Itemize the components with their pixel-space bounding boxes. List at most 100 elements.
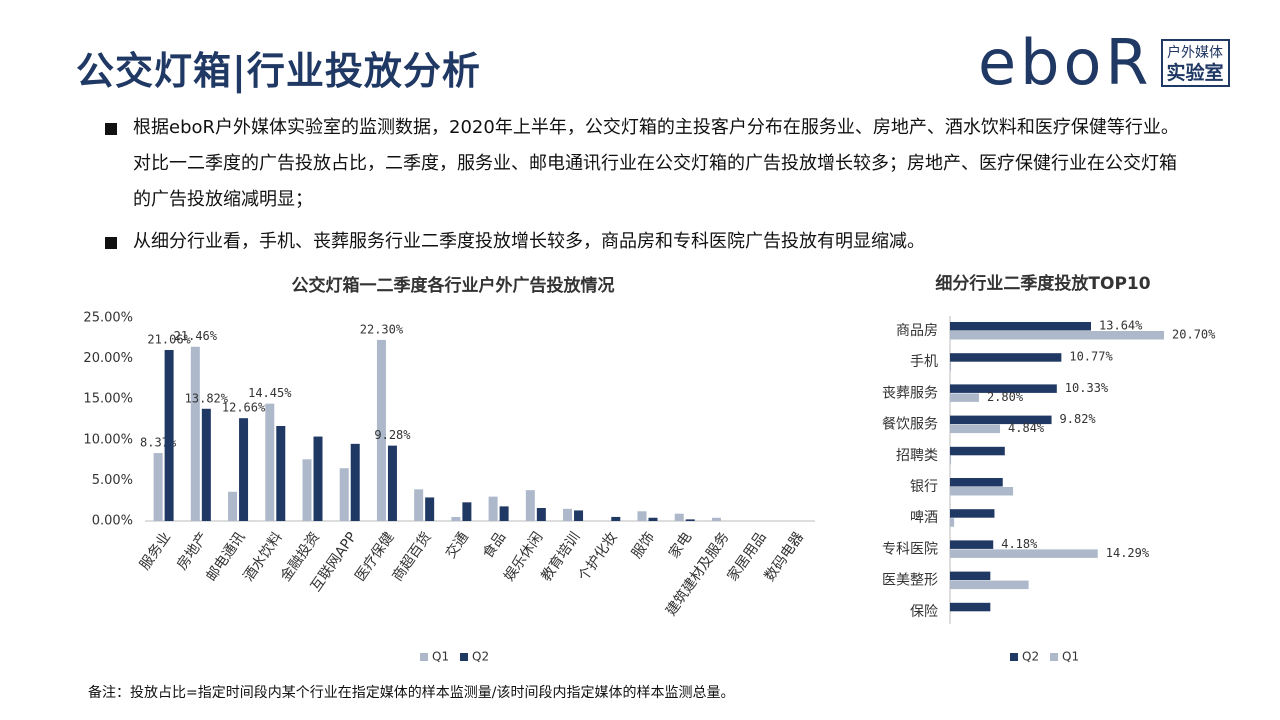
bar (950, 478, 1003, 487)
bar (190, 346, 200, 521)
x-tick-label: 房地产 (174, 529, 211, 573)
bar (339, 468, 349, 521)
bar (950, 509, 995, 518)
chart-title: 细分行业二季度投放TOP10 (935, 273, 1150, 294)
x-tick-label: 服饰 (629, 529, 658, 561)
y-tick-label: 商品房 (896, 323, 938, 339)
y-tick-label: 0.00% (92, 514, 133, 529)
y-tick-label: 10.00% (83, 432, 133, 447)
data-label: 12.66% (222, 401, 266, 415)
bar (950, 549, 1098, 558)
bar (950, 331, 1165, 340)
bar (499, 506, 509, 521)
bar (164, 349, 174, 521)
y-tick-label: 医美整形 (882, 573, 938, 589)
chart-title: 公交灯箱一二季度各行业户外广告投放情况 (292, 275, 615, 296)
data-label: 22.30% (360, 322, 404, 336)
y-tick-label: 手机 (910, 354, 938, 370)
bar (387, 445, 397, 521)
bullet: 根据eboR户外媒体实验室的监测数据，2020年上半年，公交灯箱的主投客户分布在… (105, 110, 1193, 218)
y-tick-label: 25.00% (83, 311, 133, 326)
logo: eboR 户外媒体 实验室 (978, 28, 1230, 98)
bar (648, 517, 658, 521)
legend-label: Q2 (472, 650, 489, 664)
data-label: 10.33% (1065, 381, 1109, 395)
bar (637, 511, 647, 521)
y-tick-label: 20.00% (83, 351, 133, 366)
x-tick-label: 服务业 (137, 529, 174, 573)
y-tick-label: 专科医院 (882, 541, 938, 557)
bar (201, 408, 211, 521)
bar (950, 580, 1029, 590)
bar (950, 446, 1005, 456)
bar (574, 510, 584, 521)
legend-label: Q1 (432, 650, 449, 664)
bar (228, 491, 238, 521)
x-tick-label: 个护化妆 (576, 529, 621, 584)
bar (711, 517, 721, 521)
x-tick-label: 家电 (665, 529, 695, 562)
bar (950, 384, 1057, 393)
data-label: 13.82% (185, 391, 229, 405)
bar (239, 418, 249, 521)
bar (276, 425, 286, 521)
y-tick-label: 啤酒 (910, 510, 938, 526)
y-tick-label: 招聘类 (896, 448, 938, 464)
data-label: 10.77% (1069, 350, 1113, 364)
bar (950, 602, 991, 612)
bar (414, 489, 424, 521)
bar (313, 436, 323, 521)
bar (950, 518, 955, 527)
bar (488, 496, 498, 521)
data-label: 20.70% (1172, 328, 1216, 342)
y-tick-label: 丧葬服务 (882, 385, 938, 401)
bar (425, 497, 435, 521)
bullet: 从细分行业看，手机、丧葬服务行业二季度投放增长较多，商品房和专科医院广告投放有明… (105, 224, 1193, 260)
x-tick-label: 交通 (442, 529, 472, 562)
data-label: 2.80% (987, 390, 1024, 404)
bar (950, 540, 994, 549)
legend-swatch (460, 653, 468, 661)
data-label: 21.46% (174, 329, 218, 343)
data-label: 14.29% (1106, 546, 1150, 560)
bar (950, 415, 1052, 425)
logo-tag-bottom: 实验室 (1166, 62, 1224, 84)
bar (950, 487, 1014, 496)
x-tick-label: 食品 (479, 529, 509, 562)
legend-label: Q2 (1022, 650, 1039, 664)
x-tick-label: 数码电器 (762, 529, 807, 584)
bar (950, 455, 952, 465)
bar (153, 453, 163, 521)
bar (536, 508, 546, 521)
bar (376, 339, 386, 521)
bar (685, 519, 695, 521)
data-label: 4.84% (1008, 421, 1045, 435)
y-tick-label: 5.00% (92, 473, 133, 488)
bar (950, 362, 952, 371)
bar (525, 490, 535, 521)
data-label: 4.18% (1001, 537, 1038, 551)
legend-swatch (1050, 653, 1058, 661)
bar (611, 516, 621, 521)
slide-title: 公交灯箱|行业投放分析 (76, 49, 481, 93)
data-label: 14.45% (248, 386, 292, 400)
logo-tag-top: 户外媒体 (1167, 45, 1224, 61)
bar (950, 393, 979, 402)
footnote: 备注：投放占比=指定时间段内某个行业在指定媒体的样本监测量/该时间段内指定媒体的… (88, 685, 735, 701)
y-tick-label: 餐饮服务 (882, 417, 938, 433)
bar (462, 502, 472, 521)
logo-brand: eboR (978, 26, 1153, 99)
y-tick-label: 银行 (910, 479, 938, 495)
bar (950, 353, 1062, 362)
bar (563, 508, 573, 521)
x-tick-label: 商超百货 (389, 529, 435, 585)
y-tick-label: 15.00% (83, 392, 133, 407)
bar (350, 443, 360, 521)
bar (265, 403, 275, 521)
legend-swatch (420, 653, 428, 661)
bar (451, 516, 461, 521)
legend-swatch (1010, 653, 1018, 661)
bar (950, 322, 1092, 331)
